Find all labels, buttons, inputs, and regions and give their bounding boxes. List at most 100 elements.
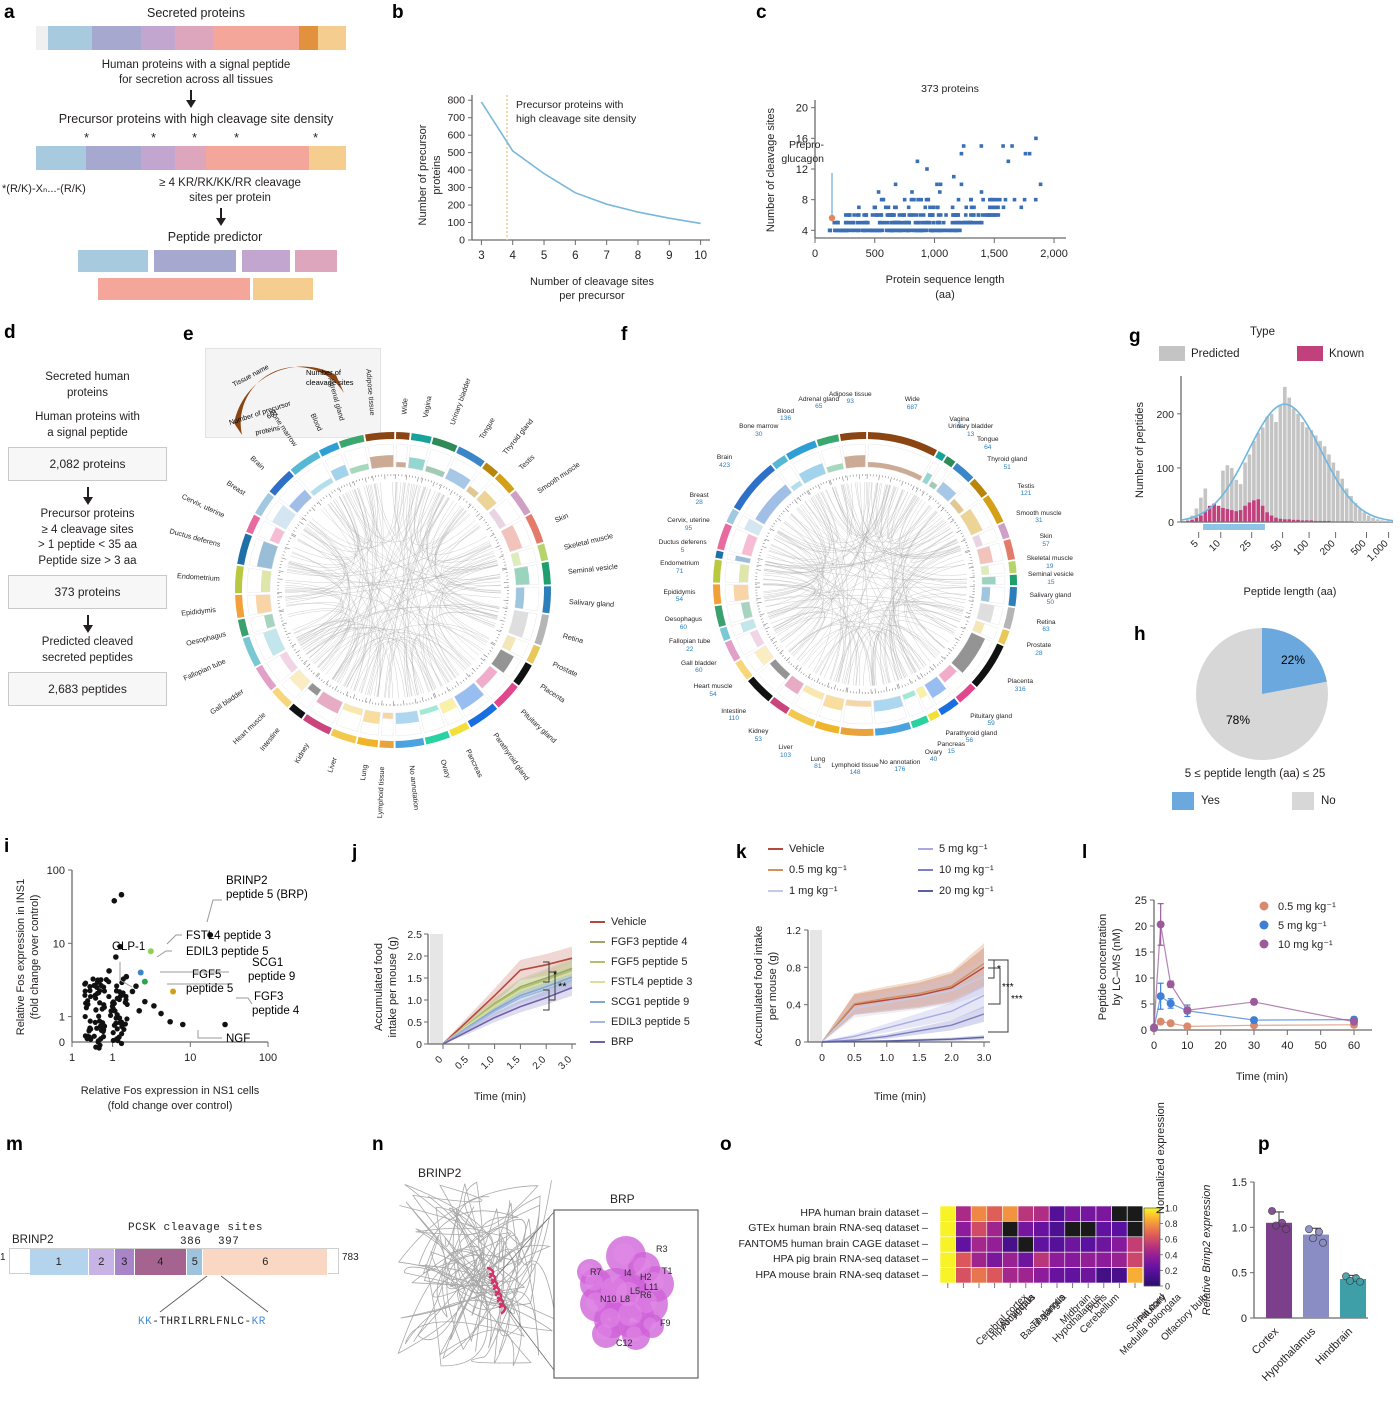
- heatmap-cell: [1002, 1206, 1018, 1221]
- legend-label: FGF3 peptide 4: [611, 936, 687, 948]
- svg-text:0: 0: [795, 1037, 801, 1049]
- heatmap-cell: [1080, 1252, 1096, 1267]
- heatmap-cell: [987, 1268, 1003, 1283]
- domain-segment: 2: [89, 1249, 115, 1275]
- bar-segment: [86, 146, 142, 170]
- panel-c-label: c: [756, 2, 767, 24]
- heatmap-cell: [956, 1268, 972, 1283]
- heatmap-cell: [1080, 1206, 1096, 1221]
- heatmap-cell: [1034, 1268, 1050, 1283]
- heatmap-cell: [1096, 1237, 1112, 1252]
- legend-label: 0.5 mg kg⁻¹: [1278, 901, 1336, 913]
- panel-m-sequence: KK-THRILRRLFNLC-KR: [138, 1316, 266, 1328]
- svg-text:3: 3: [478, 250, 484, 262]
- heatmap-cell: [1096, 1252, 1112, 1267]
- panel-d-heading-1b: proteins: [0, 386, 175, 402]
- panel-h: h 22% 78% 5 ≤ peptide length (aa) ≤ 25 Y…: [1110, 600, 1400, 822]
- bar-segment: [318, 26, 346, 50]
- svg-text:0.5: 0.5: [453, 1054, 471, 1072]
- legend-label: 5 mg kg⁻¹: [1278, 920, 1327, 932]
- heatmap-cell: [1127, 1221, 1143, 1236]
- down-arrow-icon-2: [216, 208, 226, 226]
- svg-text:0: 0: [459, 235, 465, 247]
- panel-b-label: b: [392, 2, 404, 24]
- residue-label: L8: [620, 1294, 630, 1304]
- domain-segment: 6: [203, 1249, 328, 1275]
- heatmap-cell: [940, 1206, 956, 1221]
- significance-star-k1: *: [997, 964, 1001, 975]
- heatmap-cell: [971, 1237, 987, 1252]
- annotation-fgf5-1: FGF5: [192, 969, 221, 981]
- heatmap-cell: [940, 1268, 956, 1283]
- svg-text:1: 1: [110, 1052, 116, 1064]
- panel-e: e Tissue name Number of cleavage sites 6…: [175, 322, 615, 822]
- panel-m-label: m: [6, 1134, 23, 1156]
- heatmap-cell: [1127, 1268, 1143, 1283]
- residue-label: R7: [590, 1267, 602, 1277]
- significance-star-k2: ***: [1002, 982, 1014, 993]
- heatmap-cell: [1112, 1252, 1128, 1267]
- legend-line-swatch: [768, 890, 783, 892]
- heatmap-cell: [971, 1252, 987, 1267]
- svg-text:10: 10: [694, 250, 707, 262]
- yes-label: Yes: [1201, 795, 1220, 807]
- panel-a-label: a: [4, 2, 15, 24]
- annotation-fgf5-2: peptide 5: [186, 983, 233, 995]
- annotation-fgf3-1: FGF3: [254, 991, 283, 1003]
- heatmap-cell: [1049, 1237, 1065, 1252]
- heatmap-cell: [1112, 1268, 1128, 1283]
- panel-d-heading-4b: secreted peptides: [0, 651, 175, 667]
- residue-label: F9: [660, 1318, 671, 1328]
- known-label: Known: [1329, 348, 1364, 360]
- legend-label: 20 mg kg⁻¹: [939, 884, 994, 897]
- svg-text:1.0: 1.0: [479, 1054, 497, 1072]
- panel-p-barchart: 00.51.01.5 Relative Brinp2 expression Co…: [1182, 1130, 1400, 1402]
- bar-segment: [309, 146, 346, 170]
- colorbar-tick: 0.4: [1165, 1250, 1178, 1260]
- svg-text:1.0: 1.0: [879, 1052, 894, 1064]
- legend-label: SCG1 peptide 9: [611, 996, 689, 1008]
- residue-label: N10: [600, 1294, 617, 1304]
- heatmap-cell: [1049, 1252, 1065, 1267]
- panel-j-xlabel: Time (min): [474, 1091, 526, 1103]
- heatmap-cell: [940, 1237, 956, 1252]
- down-arrow-icon-2: [0, 615, 175, 633]
- svg-text:20: 20: [796, 103, 808, 115]
- legend-label: FSTL4 peptide 3: [611, 976, 692, 988]
- svg-text:2.0: 2.0: [944, 1052, 959, 1064]
- svg-text:500: 500: [866, 248, 884, 260]
- heatmap-cell: [956, 1221, 972, 1236]
- panel-a-title-3: Peptide predictor: [110, 230, 320, 244]
- panel-d-heading-1a: Secreted human: [0, 370, 175, 386]
- heatmap-cell: [1034, 1237, 1050, 1252]
- residue-label: L5: [630, 1286, 640, 1296]
- bar-segment: [36, 26, 48, 50]
- svg-text:1.2: 1.2: [786, 925, 801, 937]
- svg-text:30: 30: [1248, 1040, 1260, 1052]
- panel-d-heading-3: Precursor proteins: [0, 507, 175, 523]
- panel-i-label: i: [4, 836, 9, 858]
- heatmap-cell: [1018, 1206, 1034, 1221]
- domain-segment: 4: [135, 1249, 187, 1275]
- panel-m-site-386: 386: [180, 1236, 201, 1248]
- colorbar-tick: 0.6: [1165, 1235, 1178, 1245]
- legend-line-swatch: [590, 981, 605, 983]
- bar: [1266, 1223, 1292, 1318]
- panel-d-criterion-1: ≥ 4 cleavage sites: [0, 523, 175, 539]
- panel-i-ylabel-1: Relative Fos expression in INS1: [15, 879, 27, 1036]
- svg-text:0.5: 0.5: [407, 1017, 422, 1029]
- svg-text:100: 100: [1292, 538, 1312, 558]
- heatmap-cell: [1002, 1221, 1018, 1236]
- legend-label: 10 mg kg⁻¹: [1278, 939, 1333, 951]
- svg-text:12: 12: [796, 164, 808, 176]
- panel-m-start: 1: [0, 1252, 6, 1263]
- legend-label: Vehicle: [789, 843, 824, 855]
